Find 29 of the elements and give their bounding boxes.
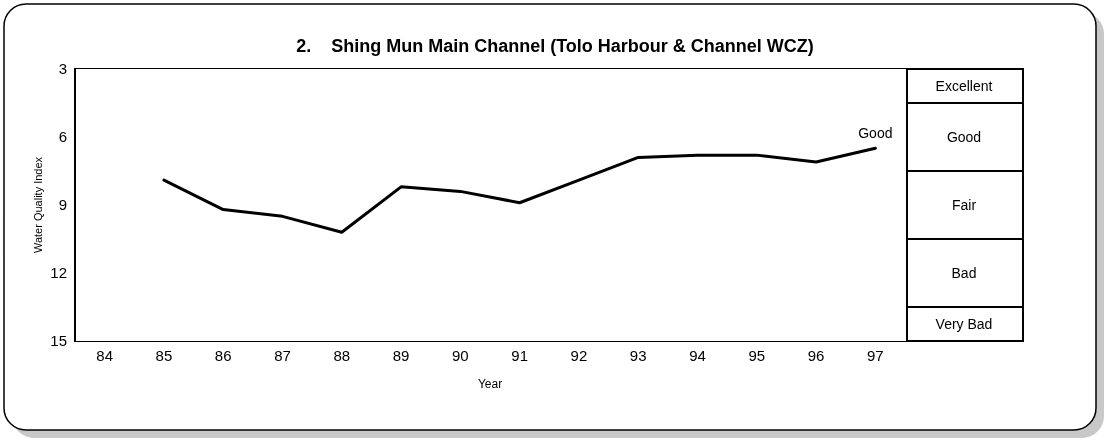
x-tick-label: 89 [392,347,410,364]
x-tick-label: 94 [689,347,706,364]
chart-title: 2. Shing Mun Main Channel (Tolo Harbour & Channel WCZ) [296,36,814,56]
x-tick-label: 85 [155,347,173,364]
line-series [162,146,877,234]
band-label: Bad [951,264,977,281]
x-tick-label: 88 [333,347,351,364]
x-tick-label: 93 [629,347,647,364]
annotation: Good [858,125,893,142]
band-label: Fair [951,196,977,213]
band-label: Excellent [935,77,993,94]
x-tick-label: 95 [748,347,766,364]
x-tick-label: 84 [96,347,113,364]
x-tick-label: 97 [867,347,884,364]
y-tick-label: 3 [58,60,67,78]
x-tick-label: 90 [452,347,469,364]
y-tick-label: 15 [50,332,67,350]
y-tick-label: 12 [50,264,67,282]
y-axis-title: Water Quality Index [32,156,44,254]
band-label: Good [946,128,982,145]
x-tick-label: 91 [511,347,528,364]
x-tick-label: 92 [570,347,588,364]
y-tick-label: 6 [58,128,67,146]
x-tick-label: 86 [214,347,232,364]
band-label: Very Bad [935,315,993,332]
x-tick-label: 96 [807,347,825,364]
x-axis-title: Year [477,377,503,391]
x-tick-label: 87 [274,347,291,364]
y-tick-label: 9 [58,196,67,214]
